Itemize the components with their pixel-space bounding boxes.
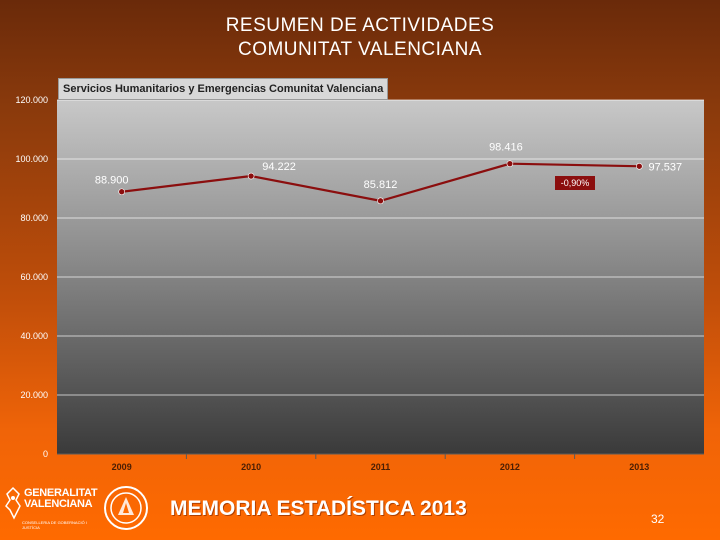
generalitat-emblem-icon xyxy=(5,486,21,520)
x-tick-label: 2011 xyxy=(371,462,391,472)
page-number: 32 xyxy=(651,512,665,526)
slide-title: RESUMEN DE ACTIVIDADES COMUNITAT VALENCI… xyxy=(0,14,720,62)
data-point xyxy=(635,162,643,170)
logo-text: GENERALITAT VALENCIANA xyxy=(24,487,98,510)
logo-subtext: CONSELLERIA DE GOBERNACIÓ I JUSTÍCIA xyxy=(22,520,87,530)
data-point xyxy=(377,197,384,205)
logo-text-line1: GENERALITAT xyxy=(24,487,98,499)
emergency-seal-icon xyxy=(104,486,148,530)
generalitat-logo: GENERALITAT VALENCIANA CONSELLERIA DE GO… xyxy=(4,484,98,536)
y-tick-label: 40.000 xyxy=(20,331,48,341)
y-tick-label: 120.000 xyxy=(15,95,48,105)
x-tick-label: 2013 xyxy=(629,462,649,472)
x-tick-label: 2010 xyxy=(241,462,261,472)
x-tick-label: 2009 xyxy=(112,462,132,472)
footer-title: MEMORIA ESTADÍSTICA 2013 xyxy=(170,497,467,520)
data-point xyxy=(118,188,125,196)
data-point xyxy=(247,172,255,180)
data-label: 94.222 xyxy=(262,161,296,173)
data-label: 98.416 xyxy=(489,142,523,154)
slide-title-line2: COMUNITAT VALENCIANA xyxy=(237,39,482,60)
slide-title-line1: RESUMEN DE ACTIVIDADES xyxy=(225,15,495,36)
data-label: 97.537 xyxy=(648,161,682,173)
percent-change-badge: -0,90% xyxy=(555,176,595,190)
logo-text-line2: VALENCIANA xyxy=(24,498,93,510)
x-tick-label: 2012 xyxy=(500,462,520,472)
y-tick-label: 100.000 xyxy=(15,154,48,164)
y-tick-label: 80.000 xyxy=(20,213,48,223)
y-tick-label: 0 xyxy=(43,449,48,459)
y-tick-label: 20.000 xyxy=(20,390,48,400)
y-tick-label: 60.000 xyxy=(20,272,48,282)
data-label: 88.900 xyxy=(95,175,129,187)
data-label: 85.812 xyxy=(364,179,398,191)
data-point xyxy=(506,160,514,167)
chart-title: Servicios Humanitarios y Emergencias Com… xyxy=(58,78,389,100)
